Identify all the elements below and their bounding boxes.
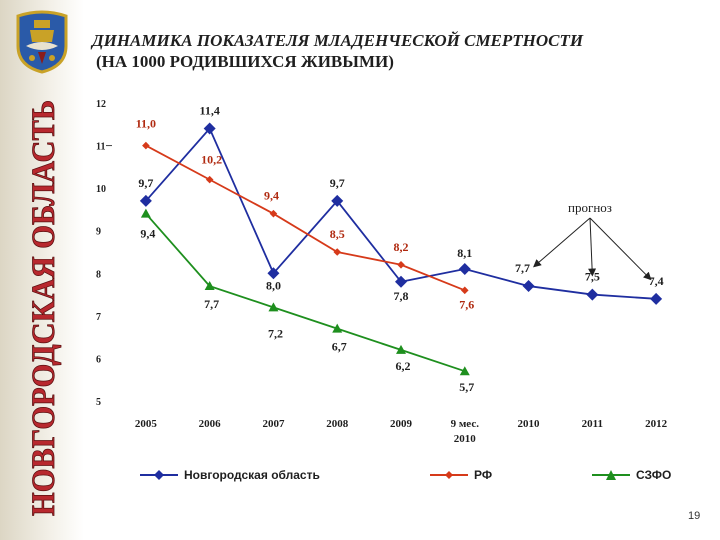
x-category-label: 2005 — [135, 418, 158, 430]
y-tick-label: 6 — [96, 354, 101, 365]
data-point-marker — [139, 194, 152, 207]
y-tick-label: 8 — [96, 269, 101, 280]
title-line-2: (НА 1000 РОДИВШИХСЯ ЖИВЫМИ) — [96, 52, 394, 71]
legend-item-rf: РФ — [430, 464, 492, 486]
page-number: 19 — [688, 510, 701, 522]
data-label: 9,4 — [264, 189, 279, 203]
data-point-marker — [333, 248, 342, 256]
x-category-label: 2006 — [199, 418, 222, 430]
x-category-label: 9 мес. — [451, 418, 480, 430]
infant-mortality-chart: 5 6 7 8 9 10 11 12 2005 2006 2007 2008 2009 9 мес. 201… — [96, 99, 668, 445]
data-point-marker — [459, 366, 470, 376]
forecast-annotation: прогноз — [568, 200, 612, 215]
data-label: 7,2 — [268, 326, 283, 340]
data-point-marker — [268, 302, 279, 312]
data-label: 7,8 — [394, 289, 409, 303]
region-banner-text: НОВГОРОДСКАЯ ОБЛАСТЬ — [26, 100, 62, 516]
data-label: 8,0 — [266, 278, 281, 292]
data-label: 8,2 — [394, 240, 409, 254]
data-point-marker — [267, 267, 280, 280]
x-category-label: 2007 — [262, 418, 285, 430]
data-label: 9,7 — [138, 176, 153, 190]
data-point-marker — [269, 209, 278, 218]
data-label: 6,7 — [332, 340, 347, 354]
series-line-1 — [145, 144, 466, 292]
x-category-label: 2010 — [518, 418, 541, 430]
data-label: 7,7 — [204, 297, 219, 311]
page-title: ДИНАМИКА ПОКАЗАТЕЛЯ МЛАДЕНЧЕСКОЙ СМЕРТНО… — [92, 30, 692, 72]
region-emblem-icon — [16, 10, 68, 74]
data-point-marker — [522, 280, 535, 293]
data-label: 10,2 — [201, 153, 222, 167]
region-vertical-title: НОВГОРОДСКАЯ ОБЛАСТЬ — [26, 100, 63, 517]
data-label: 5,7 — [459, 380, 474, 394]
data-label: 7,7 — [515, 261, 530, 275]
data-point-marker — [460, 286, 469, 295]
y-tick-label: 10 — [96, 184, 106, 195]
legend-item-szfo: СЗФО — [592, 464, 671, 486]
legend-swatch-novgorod — [140, 470, 178, 480]
x-category-label: 2009 — [390, 418, 413, 430]
x-category-label: 2012 — [645, 418, 668, 430]
data-point-marker — [332, 323, 343, 333]
data-point-marker — [395, 275, 407, 288]
y-tick-label: 9 — [96, 227, 101, 238]
x-category-label: 2008 — [326, 418, 349, 430]
title-line-1: ДИНАМИКА ПОКАЗАТЕЛЯ МЛАДЕНЧЕСКОЙ СМЕРТНО… — [92, 31, 584, 50]
legend-label-novgorod: Новгородская область — [184, 468, 320, 482]
data-label: 11,0 — [136, 117, 156, 131]
forecast-arrow — [588, 217, 597, 277]
legend-item-novgorod: Новгородская область — [140, 464, 320, 486]
data-point-marker — [397, 260, 405, 269]
data-label: 8,1 — [457, 246, 472, 260]
chart-legend: Новгородская область РФ СЗФО — [140, 464, 700, 486]
data-point-marker — [204, 281, 215, 291]
data-point-marker — [331, 194, 344, 207]
forecast-arrow — [589, 217, 652, 281]
y-tick-label: 5 — [96, 397, 101, 408]
data-point-marker — [650, 292, 663, 305]
y-tick-label: 11 — [96, 142, 105, 153]
forecast-arrow — [533, 217, 591, 268]
data-point-marker — [142, 141, 150, 150]
data-label: 9,4 — [140, 227, 155, 241]
legend-label-szfo: СЗФО — [636, 468, 672, 482]
data-label: 6,2 — [396, 359, 411, 373]
data-label: 7,6 — [459, 297, 474, 311]
side-banner — [0, 0, 84, 540]
data-point-marker — [396, 344, 406, 354]
legend-swatch-rf — [430, 471, 468, 479]
data-label: 11,4 — [199, 104, 219, 118]
data-point-marker — [203, 122, 216, 135]
data-label: 9,7 — [330, 176, 345, 190]
data-point-marker — [586, 288, 599, 301]
legend-swatch-szfo — [592, 470, 630, 480]
data-label: 8,5 — [330, 227, 345, 241]
data-point-marker — [140, 208, 151, 218]
y-tick-label: 7 — [96, 312, 101, 323]
legend-label-rf: РФ — [474, 468, 493, 482]
series-line-2 — [145, 213, 466, 373]
y-tick-label: 12 — [96, 99, 106, 110]
x-category-label: 2010 — [454, 433, 477, 445]
data-point-marker — [205, 175, 214, 184]
data-label: 7,4 — [649, 274, 664, 288]
data-point-marker — [458, 263, 471, 276]
x-category-label: 2011 — [582, 418, 603, 430]
